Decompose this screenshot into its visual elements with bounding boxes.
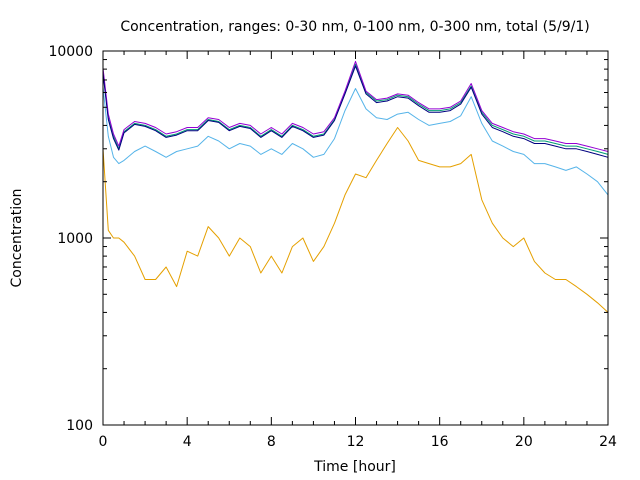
chart-title: Concentration, ranges: 0-30 nm, 0-100 nm… bbox=[120, 19, 589, 35]
ticks-layer: 0 4 8 12 16 20 24 100 1000 10000 bbox=[48, 44, 617, 450]
x-tick-label: 20 bbox=[515, 434, 533, 450]
x-tick-label: 16 bbox=[431, 434, 449, 450]
x-tick-label: 4 bbox=[183, 434, 192, 450]
x-axis-label: Time [hour] bbox=[313, 459, 396, 475]
y-tick-label: 1000 bbox=[57, 231, 93, 247]
y-tick-label: 100 bbox=[66, 418, 93, 434]
x-tick-label: 24 bbox=[599, 434, 617, 450]
series-line-3 bbox=[102, 63, 609, 155]
series-line-5 bbox=[102, 65, 609, 158]
y-tick-label: 10000 bbox=[48, 44, 93, 60]
y-axis-label: Concentration bbox=[9, 188, 25, 287]
series-line-4 bbox=[102, 60, 609, 152]
x-tick-label: 8 bbox=[267, 434, 276, 450]
x-tick-label: 0 bbox=[99, 434, 108, 450]
series-layer bbox=[102, 60, 609, 313]
x-tick-label: 12 bbox=[347, 434, 365, 450]
plot-frame bbox=[102, 50, 609, 426]
series-line-2 bbox=[102, 87, 609, 196]
series-line-1 bbox=[102, 127, 609, 313]
